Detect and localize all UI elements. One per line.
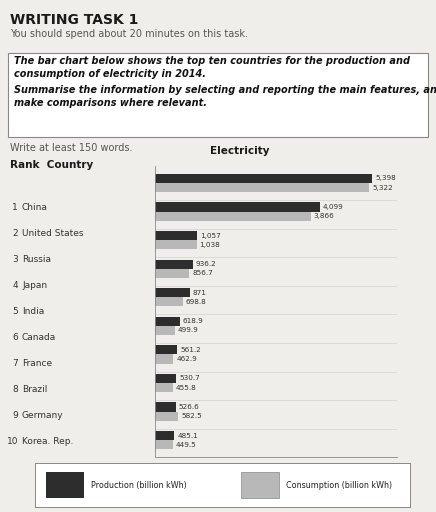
Text: 871: 871 [193,290,207,296]
Bar [155,383,173,392]
Text: 561.2: 561.2 [181,347,201,353]
Text: Canada: Canada [22,333,56,342]
Text: 485.1: 485.1 [177,433,198,438]
Bar [241,472,279,498]
Bar [155,326,175,335]
Bar [155,231,198,240]
Text: 6: 6 [12,333,18,342]
Text: 582.5: 582.5 [181,413,202,419]
Bar [155,183,369,192]
Text: WRITING TASK 1: WRITING TASK 1 [10,13,138,27]
Bar [155,174,372,183]
Bar [155,297,183,306]
Text: Summarise the information by selecting and reporting the main features, and
make: Summarise the information by selecting a… [14,85,436,109]
Text: 1,038: 1,038 [200,242,220,248]
Text: 5: 5 [12,307,18,316]
Text: France: France [22,359,52,368]
Bar [155,202,320,211]
Text: 856.7: 856.7 [192,270,213,276]
Text: 530.7: 530.7 [179,375,200,381]
Text: China: China [22,203,48,212]
Bar [155,345,177,354]
FancyBboxPatch shape [8,53,428,137]
Bar [155,374,176,383]
Text: 3: 3 [12,255,18,264]
Bar [155,260,193,269]
Bar [155,431,174,440]
Bar [155,211,311,221]
Text: 1,057: 1,057 [200,232,221,239]
Text: 462.9: 462.9 [176,356,197,362]
Bar [155,440,173,449]
Text: 4,099: 4,099 [323,204,344,210]
Text: 499.9: 499.9 [178,327,198,333]
Text: 3,866: 3,866 [313,213,334,219]
Text: Consumption (billion kWh): Consumption (billion kWh) [286,481,392,489]
Bar [46,472,84,498]
Text: 2: 2 [12,229,18,238]
Text: Korea. Rep.: Korea. Rep. [22,437,73,446]
Text: United States: United States [22,229,83,238]
Text: Germany: Germany [22,411,64,420]
Text: Japan: Japan [22,281,47,290]
Text: 7: 7 [12,359,18,368]
Text: India: India [22,307,44,316]
Text: You should spend about 20 minutes on this task.: You should spend about 20 minutes on thi… [10,29,248,39]
Text: Brazil: Brazil [22,385,48,394]
Text: Write at least 150 words.: Write at least 150 words. [10,143,133,153]
Text: Russia: Russia [22,255,51,264]
Text: The bar chart below shows the top ten countries for the production and
consumpti: The bar chart below shows the top ten co… [14,56,410,79]
Text: Rank  Country: Rank Country [10,160,93,170]
Text: Production (billion kWh): Production (billion kWh) [91,481,187,489]
Text: 936.2: 936.2 [195,261,216,267]
Text: 698.8: 698.8 [186,299,207,305]
Text: 10: 10 [7,437,18,446]
Bar [155,354,174,364]
Text: 4: 4 [12,281,18,290]
Bar [155,240,197,249]
Text: 8: 8 [12,385,18,394]
Bar [155,412,178,421]
Text: 9: 9 [12,411,18,420]
Text: Electricity: Electricity [210,146,269,156]
Text: 5,398: 5,398 [375,176,396,181]
Text: 526.6: 526.6 [179,404,200,410]
Bar [155,317,180,326]
Text: 455.8: 455.8 [176,385,197,391]
Text: 5,322: 5,322 [372,185,393,190]
Bar [155,288,190,297]
Bar [155,269,189,278]
Bar [155,402,176,412]
Text: 1: 1 [12,203,18,212]
Text: 618.9: 618.9 [183,318,203,324]
Text: 449.5: 449.5 [176,442,197,447]
